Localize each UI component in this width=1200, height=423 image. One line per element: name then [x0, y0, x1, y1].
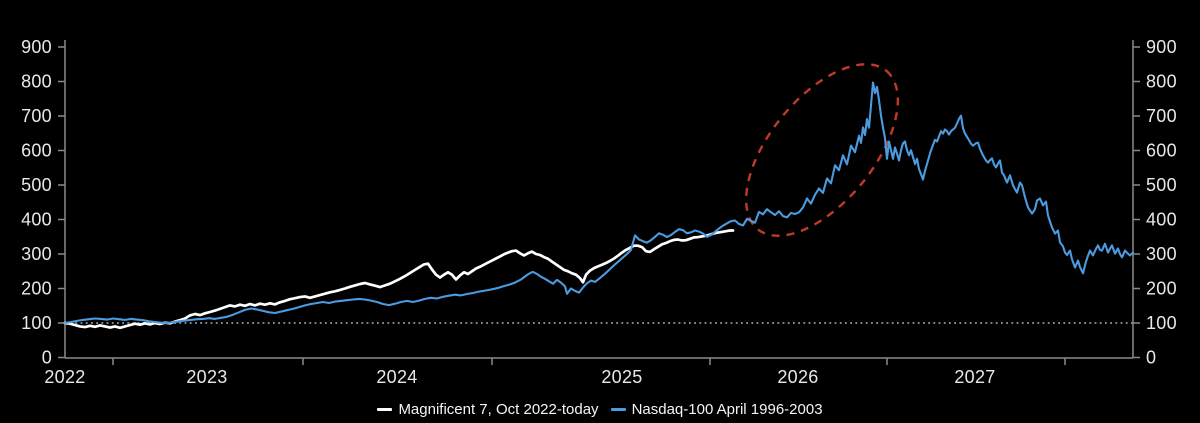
y-axis-tick-label-left: 300 [21, 244, 52, 264]
y-axis-tick-label-right: 0 [1146, 348, 1156, 368]
x-axis-tick-label: 2027 [954, 367, 995, 387]
legend-item-magnificent-7: Magnificent 7, Oct 2022-today [377, 400, 599, 418]
y-axis-tick-label-right: 300 [1146, 244, 1177, 264]
series-line-nasdaq-100 [63, 81, 1135, 325]
y-axis-tick-label-right: 800 [1146, 72, 1177, 92]
y-axis-tick-label-right: 200 [1146, 279, 1177, 299]
legend-label-magnificent-7: Magnificent 7, Oct 2022-today [398, 400, 599, 418]
x-axis-tick-label: 2025 [601, 367, 642, 387]
y-axis-tick-label-left: 100 [21, 313, 52, 333]
y-axis-tick-label-right: 500 [1146, 175, 1177, 195]
legend-label-nasdaq-100: Nasdaq-100 April 1996-2003 [631, 400, 823, 418]
y-axis-tick-label-left: 200 [21, 279, 52, 299]
legend-marker-nasdaq-100 [610, 407, 626, 411]
legend-item-nasdaq-100: Nasdaq-100 April 1996-2003 [610, 400, 823, 418]
y-axis-tick-label-left: 400 [21, 210, 52, 230]
legend-marker-magnificent-7 [377, 407, 393, 411]
x-axis-tick-label: 2022 [44, 367, 85, 387]
y-axis-tick-label-right: 700 [1146, 106, 1177, 126]
series-line-magnificent-7 [63, 229, 735, 330]
x-axis-tick-label: 2024 [376, 367, 417, 387]
y-axis-tick-label-right: 400 [1146, 210, 1177, 230]
y-axis-tick-label-left: 900 [21, 37, 52, 57]
y-axis-tick-label-left: 800 [21, 72, 52, 92]
y-axis-tick-label-right: 900 [1146, 37, 1177, 57]
x-axis-tick-label: 2026 [777, 367, 818, 387]
y-axis-tick-label-left: 600 [21, 141, 52, 161]
x-axis-tick-label: 2023 [186, 367, 227, 387]
y-axis-tick-label-left: 500 [21, 175, 52, 195]
y-axis-tick-label-right: 600 [1146, 141, 1177, 161]
y-axis-tick-label-left: 700 [21, 106, 52, 126]
y-axis-tick-label-left: 0 [42, 348, 52, 368]
chart-legend: Magnificent 7, Oct 2022-today Nasdaq-100… [0, 398, 1200, 420]
annotation-ellipse [744, 63, 900, 237]
y-axis-tick-label-right: 100 [1146, 313, 1177, 333]
